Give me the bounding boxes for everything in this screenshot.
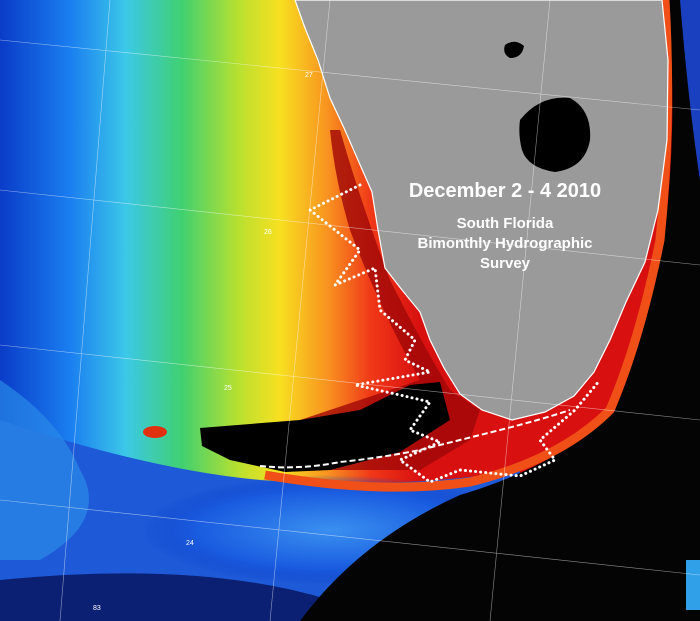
grid-label: 27 bbox=[305, 72, 313, 79]
gulf-stream bbox=[686, 560, 700, 610]
reef-edge bbox=[264, 0, 673, 492]
cruise-track bbox=[307, 183, 602, 484]
masked-area bbox=[200, 382, 450, 472]
grid-label: 24 bbox=[186, 540, 194, 547]
dark-water bbox=[0, 573, 330, 621]
patch bbox=[143, 426, 167, 438]
swirl-west bbox=[0, 380, 89, 560]
map-title: December 2 - 4 2010 bbox=[409, 180, 601, 202]
grid-label: 26 bbox=[264, 229, 272, 236]
lake bbox=[504, 41, 524, 58]
subtitle-line: Survey bbox=[480, 255, 531, 272]
subtitle-line: South Florida bbox=[457, 215, 554, 232]
grid-label: 83 bbox=[93, 605, 101, 612]
grid-label: 25 bbox=[224, 385, 232, 392]
gulf-stream bbox=[680, 0, 700, 180]
florida-keys bbox=[259, 409, 571, 469]
subtitle-line: Bimonthly Hydrographic bbox=[417, 235, 592, 252]
atlantic-water bbox=[300, 0, 700, 621]
lake-okeechobee bbox=[519, 97, 591, 172]
